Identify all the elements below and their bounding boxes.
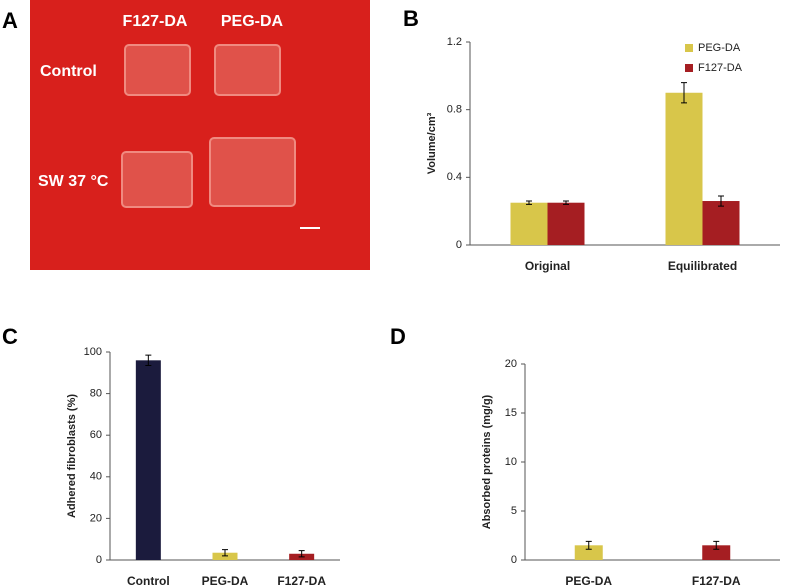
y-tick-label: 1.2 — [447, 36, 462, 48]
panel-letter: C — [2, 324, 18, 349]
y-tick-label: 60 — [90, 429, 102, 441]
error-bar — [585, 540, 592, 550]
legend-swatch — [685, 64, 693, 72]
x-tick-label: PEG-DA — [565, 574, 612, 586]
error-bar — [563, 200, 569, 205]
y-tick-label: 0 — [511, 554, 517, 566]
y-axis-title: Adhered fibroblasts (%) — [66, 394, 78, 518]
y-tick-label: 40 — [90, 471, 102, 483]
row-label: SW 37 °C — [38, 173, 109, 190]
x-tick-label: Equilibrated — [668, 259, 737, 273]
x-tick-label: Original — [525, 259, 570, 273]
error-bar — [681, 82, 687, 104]
y-tick-label: 80 — [90, 388, 102, 400]
photo — [30, 0, 370, 270]
bar — [702, 545, 731, 560]
bar — [702, 201, 740, 245]
error-bar — [526, 200, 532, 205]
row-label: Control — [40, 63, 97, 80]
bar — [135, 360, 161, 560]
y-tick-label: 0.8 — [447, 104, 462, 116]
error-bar — [298, 550, 305, 558]
x-tick-label: F127-DA — [277, 574, 326, 586]
y-tick-label: 10 — [505, 456, 517, 468]
panel-letter: B — [403, 6, 419, 31]
legend-label: PEG-DA — [698, 42, 741, 54]
x-tick-label: PEG-DA — [202, 574, 249, 586]
y-tick-label: 15 — [505, 407, 517, 419]
y-tick-label: 0.4 — [447, 171, 462, 183]
error-bar — [222, 549, 228, 557]
panel-letter: D — [390, 324, 406, 349]
x-tick-label: F127-DA — [692, 574, 741, 586]
y-tick-label: 0 — [456, 239, 462, 251]
error-bar — [145, 354, 152, 367]
error-bar — [713, 540, 720, 550]
y-axis-title: Volume/cm³ — [426, 112, 438, 174]
y-tick-label: 5 — [511, 505, 517, 517]
y-tick-label: 20 — [505, 358, 517, 370]
bar — [574, 545, 603, 560]
legend-label: F127-DA — [698, 62, 743, 74]
column-label: PEG-DA — [221, 13, 284, 30]
gels — [121, 44, 296, 208]
legend-swatch — [685, 44, 693, 52]
y-tick-label: 20 — [90, 512, 102, 524]
y-tick-label: 0 — [96, 554, 102, 566]
bar — [665, 92, 703, 245]
error-bar — [718, 195, 724, 207]
y-tick-label: 100 — [84, 346, 102, 358]
panel-letter: A — [2, 8, 18, 33]
bar — [510, 202, 548, 245]
bar — [212, 552, 238, 560]
y-axis-title: Absorbed proteins (mg/g) — [481, 394, 493, 529]
x-tick-label: Control — [127, 574, 170, 586]
bar — [547, 202, 585, 245]
column-label: F127-DA — [123, 13, 188, 30]
